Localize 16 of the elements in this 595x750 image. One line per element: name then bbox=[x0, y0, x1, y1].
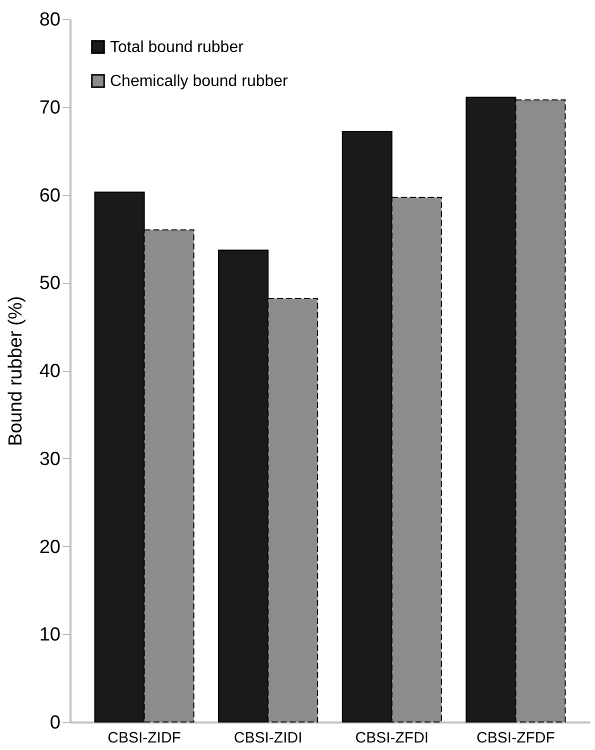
y-axis-title: Bound rubber (%) bbox=[5, 296, 26, 446]
y-tick-label: 50 bbox=[39, 273, 60, 294]
y-tick-label: 70 bbox=[39, 97, 60, 118]
x-tick-label: CBSI-ZIDF bbox=[108, 730, 181, 746]
y-tick-label: 20 bbox=[39, 536, 60, 558]
x-tick-label: CBSI-ZFDI bbox=[355, 730, 429, 746]
legend-label: Total bound rubber bbox=[110, 39, 244, 56]
x-tick-label: CBSI-ZFDF bbox=[476, 730, 555, 746]
y-tick-label: 40 bbox=[39, 361, 60, 382]
x-tick-label: CBSI-ZIDI bbox=[234, 730, 302, 746]
y-tick-label: 0 bbox=[50, 712, 60, 734]
y-tick-label: 30 bbox=[39, 448, 60, 470]
y-tick-label: 10 bbox=[39, 624, 60, 646]
y-tick-label: 80 bbox=[39, 10, 60, 30]
legend-label: Chemically bound rubber bbox=[110, 73, 289, 90]
y-tick-label: 60 bbox=[39, 185, 60, 206]
